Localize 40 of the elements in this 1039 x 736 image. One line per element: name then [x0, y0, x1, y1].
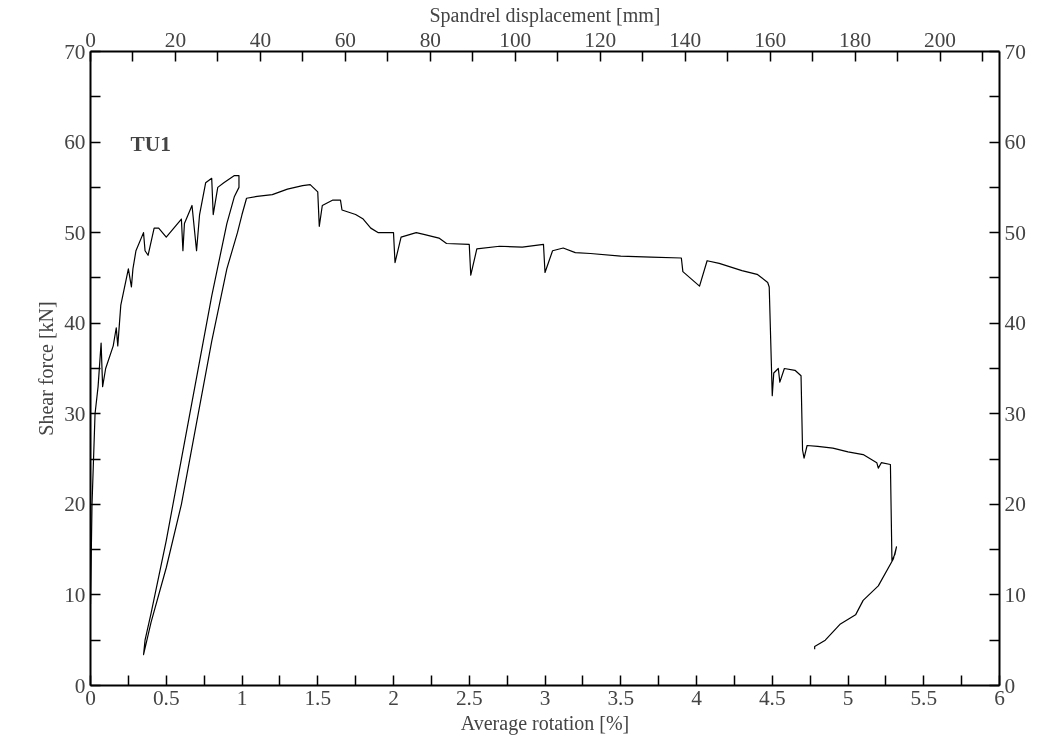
y-tick-label: 60: [64, 130, 86, 155]
x-tick-label: 2.5: [455, 685, 483, 710]
x-tick-label: 6: [994, 685, 1006, 710]
x-tick-label: 3.5: [607, 685, 635, 710]
y-tick-label: 40: [64, 311, 86, 336]
x-tick-label: 1.5: [304, 685, 332, 710]
y-axis-title: Shear force [kN]: [35, 301, 58, 436]
x-axis-title: Average rotation [%]: [460, 711, 630, 735]
x2-tick-label: 100: [499, 27, 532, 52]
y-tick-label: 70: [64, 39, 86, 64]
y-tick-label: 20: [64, 492, 86, 517]
x-tick-label: 4.5: [758, 685, 786, 710]
x-tick-label: 5: [842, 685, 854, 710]
annotation: TU1: [130, 131, 171, 156]
x2-tick-label: 160: [754, 27, 787, 52]
y2-tick-label: 60: [1004, 130, 1026, 155]
x2-tick-label: 140: [669, 27, 702, 52]
x2-tick-label: 80: [419, 27, 441, 52]
y2-tick-label: 30: [1004, 401, 1026, 426]
x-tick-label: 2: [388, 685, 399, 710]
y2-tick-label: 20: [1004, 492, 1026, 517]
x-tick-label: 0.5: [152, 685, 180, 710]
x-tick-label: 5.5: [910, 685, 938, 710]
x2-tick-label: 200: [924, 27, 957, 52]
y-tick-label: 50: [64, 220, 86, 245]
y2-tick-label: 50: [1004, 220, 1026, 245]
x2-tick-label: 40: [249, 27, 272, 52]
y-tick-label: 30: [64, 401, 86, 426]
y2-tick-label: 70: [1004, 39, 1026, 64]
y-tick-label: 10: [64, 582, 86, 607]
y2-tick-label: 10: [1004, 582, 1026, 607]
y2-tick-label: 40: [1004, 311, 1026, 336]
x2-axis-title: Spandrel displacement [mm]: [429, 3, 661, 27]
x2-tick-label: 60: [334, 27, 357, 52]
x-tick-label: 3: [539, 685, 551, 710]
x2-tick-label: 20: [164, 27, 187, 52]
x2-tick-label: 120: [584, 27, 617, 52]
x2-tick-label: 180: [839, 27, 872, 52]
x-tick-label: 1: [236, 685, 248, 710]
x-tick-label: 4: [691, 685, 703, 710]
